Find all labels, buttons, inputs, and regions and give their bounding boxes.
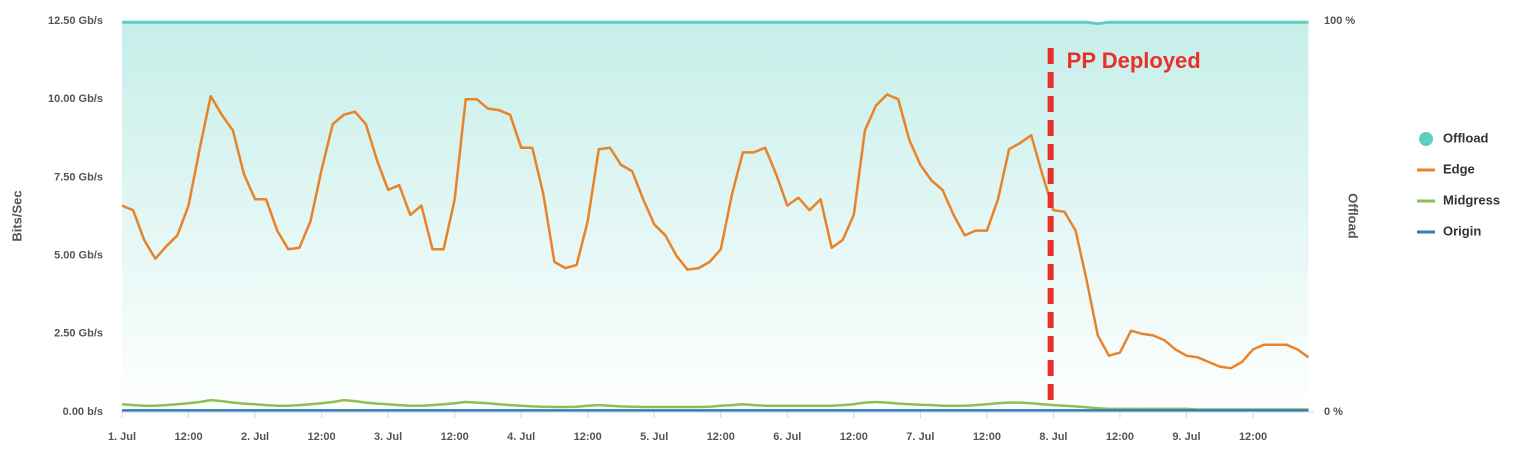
x-tick-label: 8. Jul [1039,431,1067,443]
legend-label: Offload [1443,130,1489,145]
y2-tick-label: 100 % [1324,15,1355,27]
x-tick-label: 12:00 [707,431,735,443]
x-tick-label: 1. Jul [108,431,136,443]
x-tick-label: 12:00 [1106,431,1134,443]
y2-axis-title: Offload [1346,193,1361,239]
x-tick-label: 6. Jul [773,431,801,443]
legend-label: Midgress [1443,192,1500,207]
y-tick-label: 12.50 Gb/s [48,15,103,27]
x-tick-label: 12:00 [1239,431,1267,443]
series-line [122,20,1309,26]
series-line [121,93,1310,370]
legend-label: Origin [1443,223,1481,238]
x-tick-label: 7. Jul [906,431,934,443]
y-tick-label: 10.00 Gb/s [48,93,103,105]
x-tick-label: 12:00 [574,431,602,443]
x-tick-label: 4. Jul [507,431,535,443]
y-axis-title: Bits/Sec [9,190,24,241]
annotation-text: PP Deployed [1067,48,1201,73]
x-tick-label: 12:00 [973,431,1001,443]
y-tick-label: 0.00 b/s [63,406,103,418]
legend-label: Edge [1443,161,1475,176]
offload-area [122,22,1309,412]
x-tick-label: 12:00 [174,431,202,443]
y-tick-label: 7.50 Gb/s [54,171,103,183]
x-tick-label: 12:00 [308,431,336,443]
y-tick-label: 2.50 Gb/s [54,328,103,340]
x-tick-label: 9. Jul [1172,431,1200,443]
legend-marker [1419,132,1433,146]
x-tick-label: 2. Jul [241,431,269,443]
x-tick-label: 12:00 [840,431,868,443]
y2-tick-label: 0 % [1324,406,1343,418]
x-tick-label: 12:00 [441,431,469,443]
x-tick-label: 3. Jul [374,431,402,443]
series-line [121,398,1309,411]
x-tick-label: 5. Jul [640,431,668,443]
y-tick-label: 5.00 Gb/s [54,250,103,262]
